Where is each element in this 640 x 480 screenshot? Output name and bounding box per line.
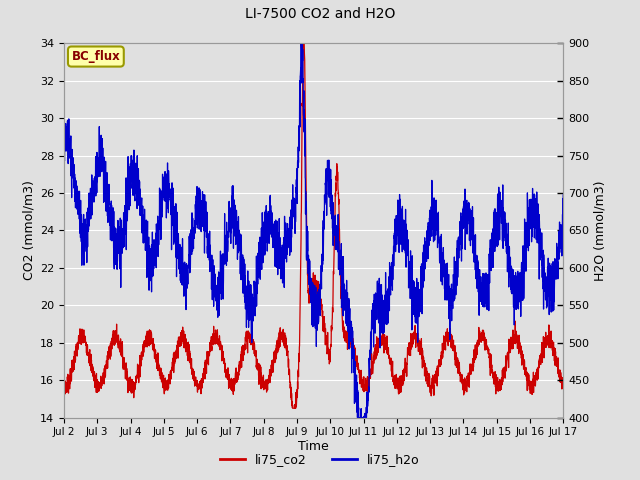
Text: LI-7500 CO2 and H2O: LI-7500 CO2 and H2O [245, 7, 395, 21]
X-axis label: Time: Time [298, 440, 329, 453]
Legend: li75_co2, li75_h2o: li75_co2, li75_h2o [215, 448, 425, 471]
Y-axis label: CO2 (mmol/m3): CO2 (mmol/m3) [23, 180, 36, 280]
Text: BC_flux: BC_flux [72, 50, 120, 63]
Y-axis label: H2O (mmol/m3): H2O (mmol/m3) [593, 180, 606, 281]
